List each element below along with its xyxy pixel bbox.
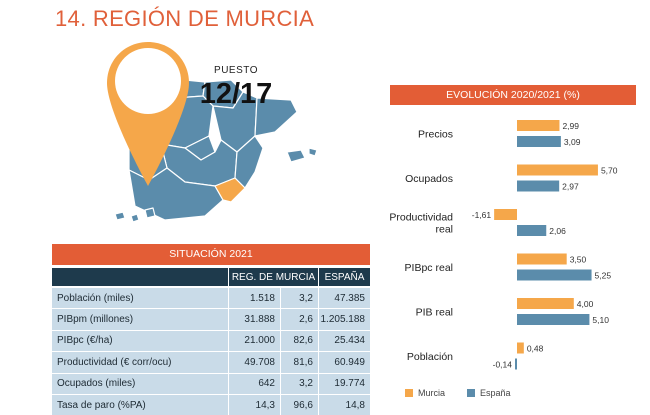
row-index: 3,2 (280, 373, 318, 394)
row-value: 21.000 (228, 330, 280, 352)
table-column-header: REG. DE MURCIA ESPAÑA (52, 268, 370, 286)
bar-espaa (517, 136, 561, 147)
bar-espaa (517, 225, 547, 236)
row-index: 82,6 (280, 330, 318, 352)
legend-swatch-murcia (405, 389, 413, 397)
bar-murcia (517, 298, 574, 309)
table-row: Productividad (€ corr/ocu) 49.708 81,6 60.9… (52, 352, 370, 373)
row-value: 14,3 (228, 394, 280, 415)
category-label: PIB real (416, 307, 453, 319)
table-body: Población (miles) 1.518 3,2 47.385 PIBpm (mi… (52, 288, 370, 415)
situation-table: SITUACIÓN 2021 REG. DE MURCIA ESPAÑA Pob… (52, 244, 370, 415)
bar-murcia (494, 209, 517, 220)
rank-value: 12/17 (199, 78, 273, 110)
row-index: 81,6 (280, 352, 318, 373)
data-label: 0,48 (527, 344, 544, 354)
row-label: PIBpm (millones) (57, 314, 134, 326)
rank-label: PUESTO (214, 65, 258, 76)
page-title: 14. REGIÓN DE MURCIA (55, 6, 315, 31)
data-label: -1,61 (472, 210, 492, 220)
row-spain-value: 60.949 (318, 352, 370, 373)
category-label: Precios (418, 129, 453, 141)
data-label: 4,00 (577, 299, 594, 309)
legend-item-espana: España (467, 388, 511, 398)
row-spain-value: 14,8 (318, 394, 370, 415)
legend-label-espana: España (480, 388, 511, 398)
category-label: Población (407, 351, 453, 363)
row-label: Productividad (€ corr/ocu) (57, 356, 172, 368)
row-index: 2,6 (280, 309, 318, 330)
row-spain-value: 25.434 (318, 330, 370, 352)
row-value: 31.888 (228, 309, 280, 330)
bar-murcia (517, 253, 567, 265)
bar-murcia (517, 342, 524, 354)
bar-espaa (515, 358, 517, 370)
data-label: 5,70 (601, 166, 618, 176)
category-label: PIBpc real (405, 262, 453, 274)
table-row: Tasa de paro (%PA) 14,3 96,6 14,8 (52, 394, 370, 415)
table-row: PIBpc (€/ha) 21.000 82,6 25.434 (52, 330, 370, 352)
row-spain-value: 19.774 (318, 373, 370, 394)
row-spain-value: 1.205.188 (318, 309, 370, 330)
table-row: PIBpm (millones) 31.888 2,6 1.205.188 (52, 309, 370, 330)
bar-murcia (517, 164, 598, 176)
row-value: 49.708 (228, 352, 280, 373)
data-label: 5,25 (595, 271, 612, 281)
location-pin-icon (107, 42, 189, 186)
bar-espaa (517, 314, 590, 325)
data-label: 2,99 (562, 121, 579, 131)
data-label: 3,50 (570, 255, 587, 265)
legend-label-murcia: Murcia (418, 388, 446, 398)
data-label: 2,97 (562, 182, 579, 192)
row-label: Población (miles) (57, 292, 134, 304)
row-index: 96,6 (280, 394, 318, 415)
column-header-region: REG. DE MURCIA (228, 268, 318, 286)
evolution-chart: Precios 2,99 3,09 Ocupados 5,70 2,97 Productiv… (389, 120, 618, 370)
row-value: 1.518 (228, 288, 280, 309)
data-label: 3,09 (564, 137, 581, 147)
legend-swatch-espana (467, 389, 475, 397)
row-spain-value: 47.385 (318, 288, 370, 309)
category-label: Ocupados (405, 173, 453, 185)
row-label: Ocupados (miles) (57, 378, 136, 390)
legend-item-murcia: Murcia (405, 388, 445, 398)
category-label: Productividad real (389, 212, 453, 236)
table-row: Ocupados (miles) 642 3,2 19.774 (52, 373, 370, 394)
bar-espaa (517, 180, 560, 192)
data-label: 5,10 (592, 315, 609, 325)
chart-title: EVOLUCIÓN 2020/2021 (%) (390, 85, 636, 105)
data-label: -0,14 (493, 360, 513, 370)
table-title: SITUACIÓN 2021 (52, 244, 370, 265)
row-value: 642 (228, 373, 280, 394)
bar-murcia (517, 120, 560, 131)
spain-map: PUESTO 12/17 (105, 40, 320, 230)
row-label: PIBpc (€/ha) (57, 335, 113, 347)
data-label: 2,06 (549, 226, 566, 236)
table-row: Población (miles) 1.518 3,2 47.385 (52, 288, 370, 309)
bar-espaa (517, 269, 592, 281)
row-label: Tasa de paro (%PA) (57, 399, 146, 411)
column-header-spain: ESPAÑA (318, 268, 370, 286)
row-index: 3,2 (280, 288, 318, 309)
